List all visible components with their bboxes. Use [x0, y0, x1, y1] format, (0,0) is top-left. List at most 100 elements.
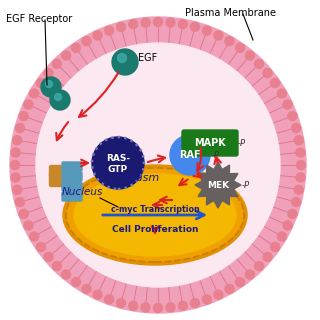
- Circle shape: [263, 252, 272, 261]
- Circle shape: [166, 303, 175, 312]
- FancyBboxPatch shape: [182, 130, 238, 156]
- Circle shape: [93, 290, 102, 299]
- Circle shape: [19, 112, 28, 121]
- Circle shape: [13, 136, 22, 145]
- FancyBboxPatch shape: [50, 173, 81, 187]
- Circle shape: [30, 89, 39, 98]
- Circle shape: [44, 68, 53, 77]
- Circle shape: [50, 90, 70, 110]
- Circle shape: [283, 100, 292, 109]
- Circle shape: [170, 135, 210, 175]
- Circle shape: [116, 299, 125, 308]
- Circle shape: [203, 26, 212, 35]
- Circle shape: [283, 221, 292, 230]
- Circle shape: [24, 221, 33, 230]
- Text: MEK: MEK: [207, 180, 229, 189]
- Circle shape: [61, 51, 71, 60]
- Circle shape: [271, 78, 280, 87]
- FancyBboxPatch shape: [50, 165, 81, 177]
- Circle shape: [236, 44, 244, 52]
- Circle shape: [296, 173, 305, 182]
- Circle shape: [36, 243, 45, 252]
- Polygon shape: [195, 162, 241, 208]
- Circle shape: [15, 197, 24, 206]
- Circle shape: [178, 301, 187, 310]
- Circle shape: [236, 278, 244, 287]
- Circle shape: [214, 290, 223, 299]
- Circle shape: [105, 26, 114, 35]
- Circle shape: [225, 37, 234, 46]
- Circle shape: [52, 262, 61, 271]
- Circle shape: [292, 197, 300, 206]
- Circle shape: [82, 284, 91, 293]
- Text: Plasma Membrane: Plasma Membrane: [185, 8, 276, 18]
- Circle shape: [71, 278, 80, 287]
- Text: Nucleus: Nucleus: [61, 187, 103, 197]
- Circle shape: [19, 209, 28, 219]
- Circle shape: [129, 20, 138, 29]
- Circle shape: [292, 124, 300, 132]
- Circle shape: [263, 68, 272, 77]
- Circle shape: [11, 173, 20, 182]
- Circle shape: [44, 252, 53, 261]
- Circle shape: [277, 232, 286, 241]
- Circle shape: [61, 270, 71, 279]
- Circle shape: [52, 60, 61, 68]
- Text: Cytoplasm: Cytoplasm: [100, 173, 160, 183]
- Circle shape: [154, 18, 163, 27]
- Circle shape: [45, 81, 52, 87]
- Circle shape: [116, 22, 125, 31]
- Circle shape: [54, 93, 61, 100]
- FancyBboxPatch shape: [62, 162, 82, 171]
- Circle shape: [288, 112, 297, 121]
- Circle shape: [11, 148, 20, 157]
- Circle shape: [141, 18, 150, 27]
- Text: GTP: GTP: [108, 164, 128, 173]
- Circle shape: [294, 185, 303, 194]
- Circle shape: [30, 232, 39, 241]
- Circle shape: [297, 161, 306, 170]
- Circle shape: [15, 124, 24, 132]
- Circle shape: [225, 284, 234, 293]
- Circle shape: [92, 137, 144, 189]
- Circle shape: [166, 18, 175, 27]
- Circle shape: [71, 44, 80, 52]
- Circle shape: [41, 77, 61, 97]
- Circle shape: [112, 49, 138, 75]
- Circle shape: [190, 299, 199, 308]
- Circle shape: [154, 303, 163, 313]
- Circle shape: [288, 209, 297, 219]
- Circle shape: [277, 89, 286, 98]
- Circle shape: [129, 301, 138, 310]
- Text: -P: -P: [238, 139, 246, 148]
- Text: -P: -P: [212, 150, 220, 159]
- Text: EGF: EGF: [138, 53, 157, 63]
- Circle shape: [245, 51, 254, 60]
- Ellipse shape: [67, 169, 243, 261]
- Circle shape: [105, 295, 114, 304]
- FancyBboxPatch shape: [62, 172, 82, 181]
- Circle shape: [10, 17, 306, 313]
- Circle shape: [117, 53, 126, 62]
- Circle shape: [296, 148, 305, 157]
- Circle shape: [190, 22, 199, 31]
- Text: Cell Proliferation: Cell Proliferation: [112, 226, 198, 235]
- Text: RAF: RAF: [179, 150, 201, 160]
- Text: RAS-: RAS-: [106, 154, 130, 163]
- Circle shape: [11, 161, 20, 170]
- Text: -P: -P: [242, 180, 250, 189]
- Circle shape: [255, 60, 264, 68]
- Circle shape: [245, 270, 254, 279]
- Circle shape: [271, 243, 280, 252]
- FancyBboxPatch shape: [62, 182, 82, 191]
- Circle shape: [214, 31, 223, 40]
- Circle shape: [24, 100, 33, 109]
- Circle shape: [178, 20, 187, 29]
- FancyBboxPatch shape: [62, 192, 82, 201]
- Text: MAPK: MAPK: [194, 138, 226, 148]
- Ellipse shape: [74, 174, 236, 256]
- Circle shape: [255, 262, 264, 271]
- Ellipse shape: [63, 165, 247, 265]
- Circle shape: [82, 37, 91, 46]
- Circle shape: [93, 31, 102, 40]
